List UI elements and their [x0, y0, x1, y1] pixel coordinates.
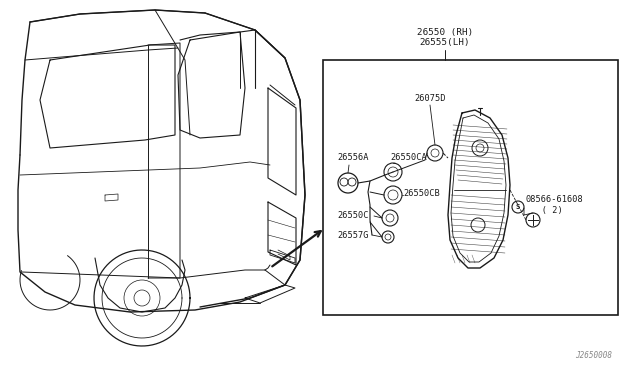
- Bar: [323, 60, 618, 315]
- Text: 26550CB: 26550CB: [403, 189, 440, 199]
- Text: 26556A: 26556A: [337, 154, 369, 163]
- Text: 26557G: 26557G: [337, 231, 369, 240]
- Text: 26550 (RH)
26555(LH): 26550 (RH) 26555(LH): [417, 28, 473, 47]
- Text: S: S: [516, 204, 520, 210]
- Text: 26550C: 26550C: [337, 212, 369, 221]
- Text: J2650008: J2650008: [575, 350, 612, 359]
- Text: 26075D: 26075D: [414, 94, 445, 103]
- Text: 26550CA: 26550CA: [390, 154, 427, 163]
- Text: 08566-61608
   ( 2): 08566-61608 ( 2): [526, 195, 584, 215]
